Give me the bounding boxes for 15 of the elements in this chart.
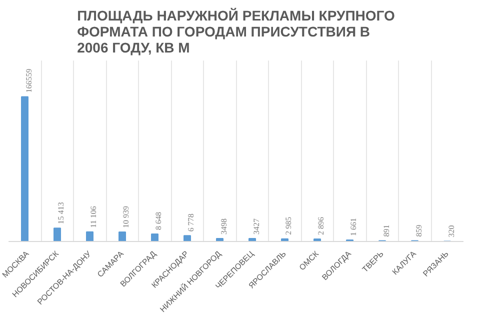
data-label: 320 [447, 225, 456, 238]
data-label: 1 661 [349, 218, 358, 236]
data-label: 11 106 [89, 206, 98, 228]
data-label: 2 896 [316, 216, 326, 235]
data-label: 6 778 [186, 214, 196, 232]
data-label: 891 [382, 224, 392, 237]
data-label: 15 413 [56, 202, 66, 224]
chart-title: ПЛОЩАДЬ НАРУЖНОЙ РЕКЛАМЫ КРУПНОГО ФОРМАТА ПО ГОРОДАМ ПРИСУТСТВИЯ В 2006 ГОДУ, КВ М [77, 8, 396, 56]
data-label: 3498 [220, 218, 229, 234]
data-label: 10 939 [122, 206, 131, 228]
data-label: 166559 [24, 68, 34, 93]
data-label: 859 [414, 224, 424, 237]
data-label: 3427 [252, 218, 262, 235]
data-label: 8 648 [154, 212, 164, 230]
data-label: 2 985 [284, 216, 294, 235]
